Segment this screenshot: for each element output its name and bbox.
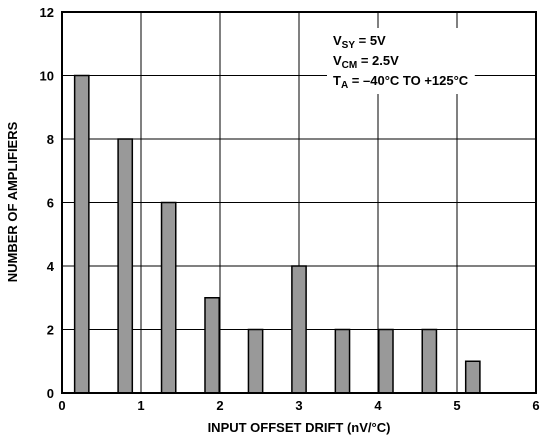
y-tick-label: 2 [47,323,54,338]
annotation-text: SY [342,40,356,51]
y-tick-label: 6 [47,196,54,211]
y-tick-labels: 0 2 4 6 8 10 12 [40,5,55,401]
annotation-text: = –40°C TO +125°C [348,73,469,88]
x-tick-label: 2 [216,398,223,413]
annotation-text: T [333,73,341,88]
plot-frame [61,11,537,394]
x-tick-label: 4 [374,398,382,413]
x-tick-labels: 0 1 2 3 4 5 6 [58,398,539,413]
bar [160,201,177,394]
annotation-box [327,28,475,94]
bar [117,138,134,394]
x-tick-label: 3 [295,398,302,413]
bar [378,328,394,394]
y-tick-label: 4 [47,259,55,274]
y-tick-label: 0 [47,386,54,401]
bar [73,74,90,394]
annotation-text: A [341,80,348,91]
x-tick-label: 5 [453,398,460,413]
annotation-text: V [333,53,342,68]
annotation-text: V [333,33,342,48]
bar [464,360,481,394]
x-axis-title: INPUT OFFSET DRIFT (nV/°C) [208,420,391,435]
bar [421,328,438,394]
x-tick-label: 0 [58,398,65,413]
annotation-line: VSY = 5V [333,33,386,51]
bar [291,265,307,394]
bar-series [73,74,481,394]
x-tick-label: 6 [532,398,539,413]
annotation-text: = 2.5V [357,53,399,68]
y-tick-label: 12 [40,5,54,20]
x-tick-label: 1 [137,398,144,413]
bar [247,328,264,394]
annotation-line: VCM = 2.5V [333,53,399,71]
annotation-text: CM [342,60,358,71]
y-axis-title: NUMBER OF AMPLIFIERS [5,121,20,282]
bar [334,328,351,394]
annotation-line: TA = –40°C TO +125°C [333,73,469,91]
y-tick-label: 8 [47,132,54,147]
y-tick-label: 10 [40,69,54,84]
annotation-text: = 5V [355,33,386,48]
bar [204,297,220,394]
